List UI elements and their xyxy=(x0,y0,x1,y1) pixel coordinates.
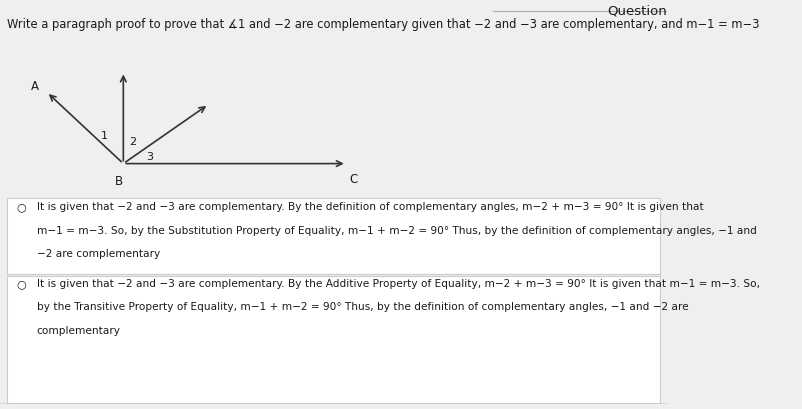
Text: 1: 1 xyxy=(101,131,108,141)
FancyBboxPatch shape xyxy=(6,198,659,274)
Text: It is given that −2 and −3 are complementary. By the Additive Property of Equali: It is given that −2 and −3 are complemen… xyxy=(37,279,759,289)
Text: C: C xyxy=(349,173,357,186)
Text: by the Transitive Property of Equality, m−1 + m−2 = 90° Thus, by the definition : by the Transitive Property of Equality, … xyxy=(37,302,687,312)
Text: −2 are complementary: −2 are complementary xyxy=(37,249,160,259)
Text: complementary: complementary xyxy=(37,326,120,335)
Text: 2: 2 xyxy=(129,137,136,147)
Text: Write a paragraph proof to prove that ∡1 and −2 are complementary given that −2 : Write a paragraph proof to prove that ∡1… xyxy=(6,18,758,31)
Text: Question: Question xyxy=(606,4,666,17)
Text: B: B xyxy=(115,175,123,188)
FancyBboxPatch shape xyxy=(6,276,659,403)
Text: A: A xyxy=(31,80,39,93)
Text: m−1 = m−3. So, by the Substitution Property of Equality, m−1 + m−2 = 90° Thus, b: m−1 = m−3. So, by the Substitution Prope… xyxy=(37,226,755,236)
Text: ○: ○ xyxy=(16,202,26,212)
Text: ○: ○ xyxy=(16,279,26,289)
Text: It is given that −2 and −3 are complementary. By the definition of complementary: It is given that −2 and −3 are complemen… xyxy=(37,202,703,212)
Text: 3: 3 xyxy=(146,152,153,162)
